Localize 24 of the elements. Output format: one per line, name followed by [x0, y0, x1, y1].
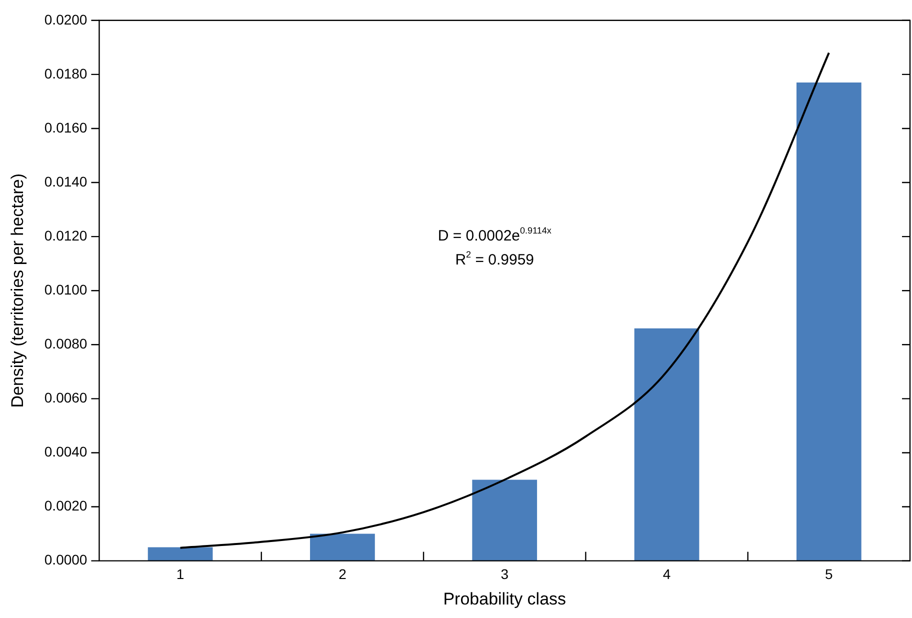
x-tick-label: 5: [825, 566, 834, 582]
y-tick-label: 0.0000: [44, 552, 88, 568]
x-tick-label: 2: [338, 566, 347, 582]
y-tick-label: 0.0100: [44, 281, 88, 298]
y-tick-label: 0.0080: [44, 336, 88, 352]
y-tick-label: 0.0020: [44, 498, 88, 514]
bar: [310, 534, 375, 561]
x-axis-title: Probability class: [443, 589, 566, 608]
y-tick-label: 0.0180: [44, 65, 88, 82]
line-series: [179, 52, 830, 549]
bar: [148, 547, 213, 561]
y-tick-label: 0.0160: [44, 119, 88, 136]
y-tick-label: 0.0200: [44, 11, 88, 28]
y-tick-label: 0.0140: [44, 173, 88, 190]
y-tick-label: 0.0060: [44, 390, 88, 406]
y-tick-label: 0.0120: [44, 227, 88, 244]
y-axis-title: Density (territories per hectare): [8, 173, 27, 408]
y-tick-label: 0.0040: [44, 444, 88, 460]
x-tick-label: 4: [662, 566, 671, 582]
bar: [796, 82, 862, 561]
bar: [472, 480, 538, 561]
bar: [634, 328, 700, 561]
x-tick-label: 1: [176, 566, 184, 582]
x-tick-label: 3: [500, 566, 509, 582]
